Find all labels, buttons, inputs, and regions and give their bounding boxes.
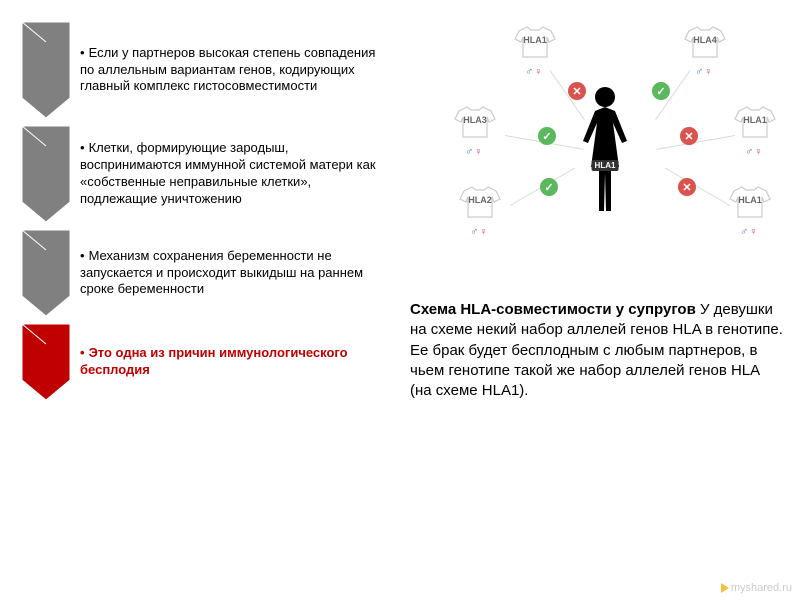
female-icon: ♀ [749, 226, 757, 238]
cross-icon: ✕ [680, 127, 698, 145]
description-text: Схема HLA-совместимости у супругов У дев… [410, 300, 785, 401]
male-icon: ♂ [470, 226, 478, 238]
chevron-item-2: •Механизм сохранения беременности не зап… [20, 228, 390, 318]
watermark: myshared.ru [721, 582, 792, 594]
male-icon: ♂ [525, 66, 533, 78]
chevron-arrow-icon [20, 124, 72, 224]
male-icon: ♂ [695, 66, 703, 78]
chevron-list: •Если у партнеров высокая степень совпад… [20, 20, 390, 406]
check-icon: ✓ [538, 127, 556, 145]
shirt-label: HLA4 [693, 35, 717, 45]
male-icon: ♂ [745, 146, 753, 158]
gender-symbols: ♂♀ [740, 226, 758, 238]
gender-symbols: ♂♀ [745, 146, 763, 158]
chevron-text: •Клетки, формирующие зародыш, воспринима… [72, 140, 390, 208]
female-icon: ♀ [479, 226, 487, 238]
female-icon: ♀ [534, 66, 542, 78]
hla-diagram: HLA1 HLA1 ✕ HLA4 ✓ HLA3 ✓ HLA1 ✕ HLA2 ✓ HLA1 ✕… [420, 20, 790, 260]
shirt-hla3: HLA3 [450, 105, 500, 144]
shirt-hla1: HLA1 [730, 105, 780, 144]
gender-symbols: ♂♀ [695, 66, 713, 78]
male-icon: ♂ [465, 146, 473, 158]
shirt-hla2: HLA2 [455, 185, 505, 224]
check-icon: ✓ [540, 178, 558, 196]
shirt-label: HLA1 [523, 35, 547, 45]
gender-symbols: ♂♀ [525, 66, 543, 78]
play-icon [721, 583, 729, 593]
shirt-hla4: HLA4 [680, 25, 730, 64]
cross-icon: ✕ [568, 82, 586, 100]
woman-hla-label: HLA1 [592, 160, 619, 171]
chevron-text: •Механизм сохранения беременности не зап… [72, 248, 390, 299]
shirt-label: HLA3 [463, 115, 487, 125]
check-icon: ✓ [652, 82, 670, 100]
male-icon: ♂ [740, 226, 748, 238]
shirt-label: HLA1 [743, 115, 767, 125]
shirt-hla1: HLA1 [510, 25, 560, 64]
chevron-text: •Если у партнеров высокая степень совпад… [72, 45, 390, 96]
female-icon: ♀ [474, 146, 482, 158]
chevron-arrow-icon [20, 228, 72, 318]
shirt-label: HLA2 [468, 195, 492, 205]
gender-symbols: ♂♀ [470, 226, 488, 238]
chevron-arrow-icon [20, 322, 72, 402]
description-title: Схема HLA-совместимости у супругов [410, 301, 696, 318]
chevron-item-0: •Если у партнеров высокая степень совпад… [20, 20, 390, 120]
chevron-text: •Это одна из причин иммунологического бе… [72, 345, 390, 379]
gender-symbols: ♂♀ [465, 146, 483, 158]
shirt-hla1: HLA1 [725, 185, 775, 224]
woman-silhouette [577, 85, 633, 220]
cross-icon: ✕ [678, 178, 696, 196]
chevron-arrow-icon [20, 20, 72, 120]
female-icon: ♀ [754, 146, 762, 158]
shirt-label: HLA1 [738, 195, 762, 205]
connection-line [665, 168, 730, 206]
chevron-item-1: •Клетки, формирующие зародыш, воспринима… [20, 124, 390, 224]
chevron-item-3: •Это одна из причин иммунологического бе… [20, 322, 390, 402]
female-icon: ♀ [704, 66, 712, 78]
